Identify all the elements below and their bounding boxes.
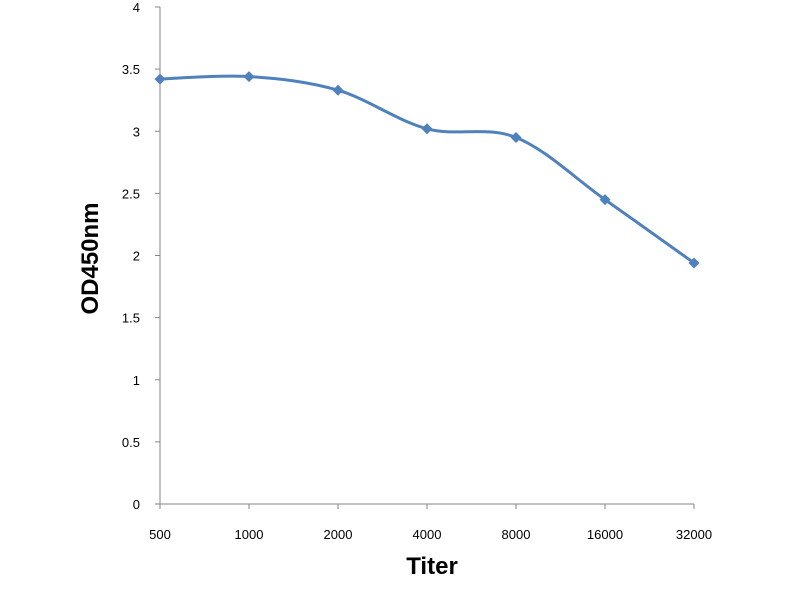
- x-tick-label: 1000: [235, 527, 264, 542]
- y-tick-label: 2: [133, 249, 140, 264]
- x-tick-label: 32000: [676, 527, 712, 542]
- y-tick-label: 1.5: [122, 311, 140, 326]
- y-tick-label: 0.5: [122, 435, 140, 450]
- x-tick-label: 2000: [324, 527, 353, 542]
- data-point-marker: [421, 123, 433, 135]
- data-point-marker: [332, 84, 344, 96]
- y-tick-label: 3: [133, 124, 140, 139]
- y-tick-label: 1: [133, 373, 140, 388]
- data-point-marker: [243, 71, 255, 83]
- x-axis-title: Titer: [406, 553, 458, 580]
- x-tick-label: 500: [149, 527, 171, 542]
- series-line: [159, 74, 695, 265]
- y-axis-ticks: 0 0.5 1 1.5 2 2.5 3 3.5 4: [122, 0, 160, 512]
- data-point-marker: [599, 194, 611, 206]
- x-axis-ticks: 500 1000 2000 4000 8000 16000 32000: [149, 504, 712, 542]
- x-tick-label: 16000: [587, 527, 623, 542]
- data-point-marker: [510, 131, 522, 143]
- y-tick-label: 4: [133, 0, 140, 15]
- x-tick-label: 8000: [502, 527, 531, 542]
- x-tick-label: 4000: [413, 527, 442, 542]
- y-tick-label: 2.5: [122, 186, 140, 201]
- y-tick-label: 0: [133, 497, 140, 512]
- data-point-marker: [688, 257, 700, 269]
- y-axis-title: OD450nm: [77, 202, 104, 314]
- series-markers: [154, 71, 700, 269]
- data-point-marker: [154, 73, 166, 85]
- y-tick-label: 3.5: [122, 62, 140, 77]
